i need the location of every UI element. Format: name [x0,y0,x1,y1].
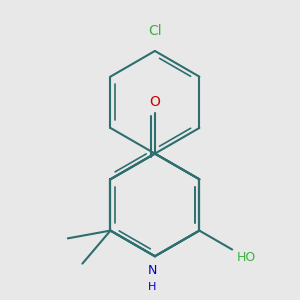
Text: O: O [149,95,160,109]
Text: N: N [147,264,157,277]
Text: Cl: Cl [148,23,162,38]
Text: H: H [148,282,156,292]
Text: HO: HO [237,251,256,264]
